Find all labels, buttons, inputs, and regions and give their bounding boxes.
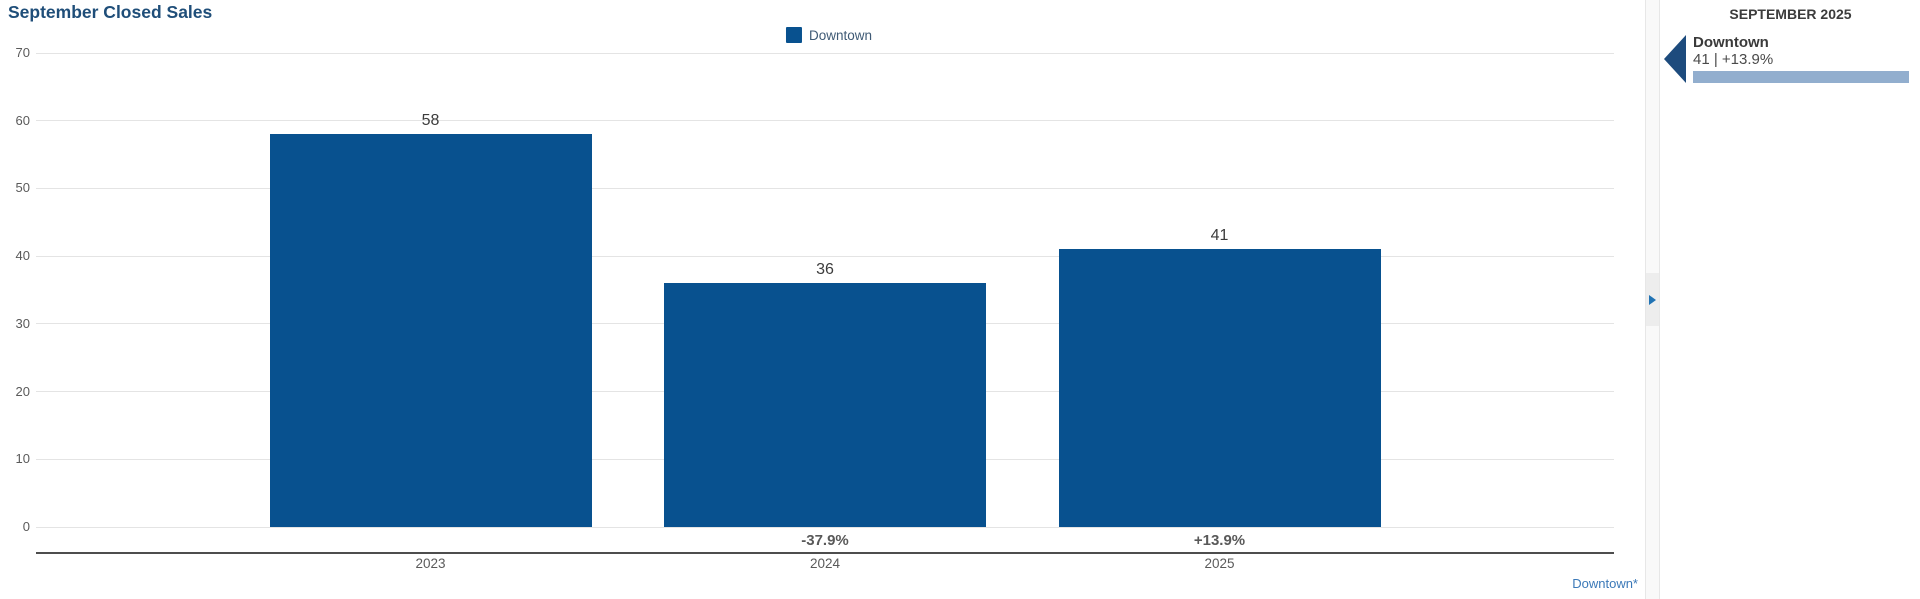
bar-2023[interactable] xyxy=(269,134,592,527)
bar-2025[interactable] xyxy=(1058,249,1381,527)
x-axis-line xyxy=(36,552,1614,554)
panel-divider xyxy=(1645,0,1660,599)
y-tick-label-0: 0 xyxy=(22,519,30,534)
sidebar-item-progress-bar xyxy=(1693,71,1909,83)
y-tick-label-70: 70 xyxy=(15,45,30,60)
y-tick-label-40: 40 xyxy=(15,248,30,264)
left-arrow-icon xyxy=(1664,35,1686,83)
gridline-y-70 xyxy=(36,52,1614,54)
legend-item-downtown[interactable]: Downtown xyxy=(785,27,873,43)
sidebar-item-name: Downtown xyxy=(1693,34,1769,51)
sidebar-collapse-handle[interactable] xyxy=(1646,273,1659,326)
pct-change-label-2024: -37.9% xyxy=(801,532,849,549)
x-category-label-2023: 2023 xyxy=(415,556,446,571)
gridline-y-50 xyxy=(36,187,1614,189)
sidebar-item-text: Downtown 41 | +13.9% xyxy=(1693,34,1909,83)
sidebar-header: SEPTEMBER 2025 xyxy=(1729,6,1852,22)
bar-value-label-2025: 41 xyxy=(1210,227,1229,245)
bar-2024[interactable] xyxy=(664,283,986,527)
expand-right-icon xyxy=(1649,294,1656,305)
y-tick-label-20: 20 xyxy=(15,383,30,399)
legend-label: Downtown xyxy=(808,27,873,43)
summary-sidebar: SEPTEMBER 2025 Downtown 41 | +13.9% xyxy=(1661,0,1920,599)
chart-title: September Closed Sales xyxy=(8,2,213,22)
sidebar-item-downtown[interactable]: Downtown 41 | +13.9% xyxy=(1664,34,1909,83)
y-tick-label-10: 10 xyxy=(15,451,30,467)
y-tick-label-60: 60 xyxy=(15,112,30,128)
bar-value-label-2023: 58 xyxy=(421,112,440,130)
gridline-y-40 xyxy=(36,255,1614,257)
chart-panel: September Closed Sales Downtown 70 60 50 40… xyxy=(8,2,1638,591)
sidebar-item-value: 41 | +13.9% xyxy=(1693,51,1774,68)
plot-area: 70 60 50 40 30 20 10 0 58 2023 36 -37.9% 2024 41 +13.9… xyxy=(16,45,1614,571)
x-category-label-2025: 2025 xyxy=(1204,556,1235,571)
pct-change-label-2025: +13.9% xyxy=(1193,532,1246,549)
y-tick-label-50: 50 xyxy=(15,180,30,196)
x-category-label-2024: 2024 xyxy=(809,556,841,571)
gridline-y-0 xyxy=(36,526,1614,528)
gridline-y-60 xyxy=(36,120,1614,122)
bar-value-label-2024: 36 xyxy=(816,261,834,279)
series-footnote-link[interactable]: Downtown* xyxy=(1572,576,1638,591)
y-tick-label-30: 30 xyxy=(15,315,30,331)
legend-swatch-icon xyxy=(785,27,802,43)
